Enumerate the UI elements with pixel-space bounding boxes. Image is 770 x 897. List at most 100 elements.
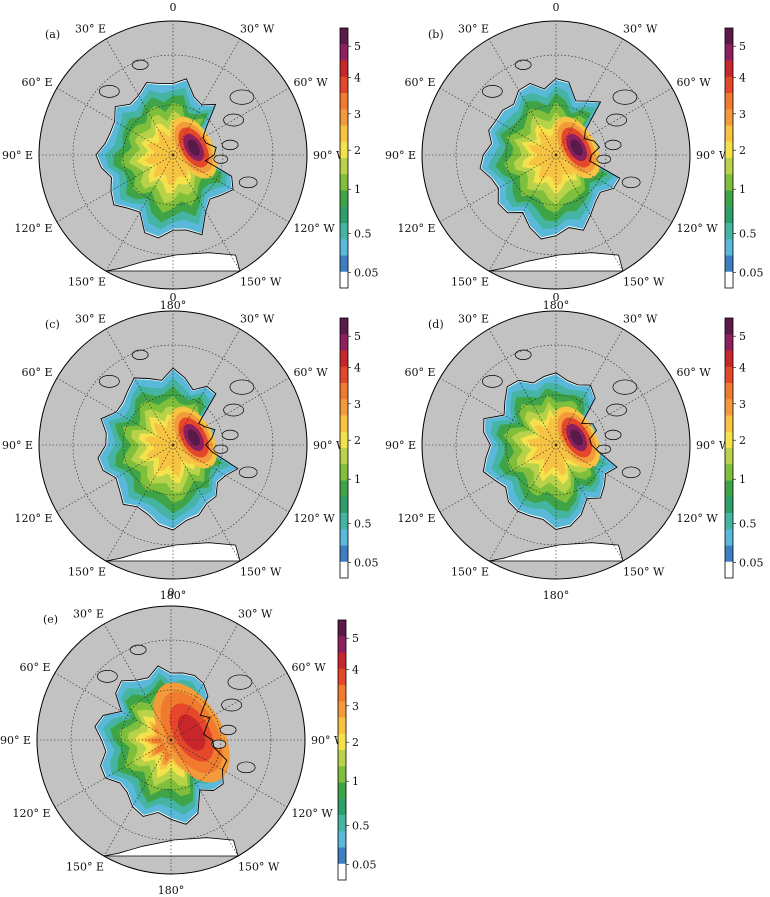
longitude-label: 0: [170, 1, 177, 14]
longitude-label: 150° E: [68, 275, 106, 288]
colorbar-tick-label: 2: [739, 144, 746, 157]
colorbar-tick-label: 5: [352, 632, 359, 645]
colorbar-tick-label: 2: [739, 434, 746, 447]
colorbar: 5 4 3 2 1 0.5 0.05: [337, 619, 377, 881]
colorbar-swatch: [340, 44, 348, 61]
colorbar-swatch: [338, 782, 346, 800]
colorbar-swatch: [725, 158, 733, 175]
longitude-label: 60° E: [22, 76, 53, 89]
colorbar-swatch: [340, 271, 348, 289]
colorbar-swatch: [338, 863, 346, 881]
map-border: [36, 605, 306, 875]
meridian-line: [103, 739, 172, 857]
meridian-line: [555, 444, 624, 562]
colorbar-tick-label: 0.05: [352, 858, 377, 871]
colorbar-swatch: [725, 141, 733, 159]
colorbar-swatch: [340, 448, 348, 465]
longitude-label: 30° W: [623, 313, 658, 326]
longitude-label: 180°: [543, 589, 570, 602]
colorbar-swatch: [338, 766, 346, 783]
colorbar-swatch: [340, 513, 348, 530]
colorbar-swatch: [340, 28, 348, 45]
meridian-line: [172, 377, 290, 446]
colorbar-swatch: [340, 480, 348, 498]
colorbar-swatch: [725, 93, 733, 110]
meridian-line: [488, 38, 557, 156]
colorbar-swatch: [338, 652, 346, 670]
colorbar-tick-label: 1: [739, 183, 746, 196]
longitude-label: 60° E: [20, 661, 51, 674]
colorbar-swatch: [340, 190, 348, 208]
colorbar-swatch: [725, 76, 733, 94]
longitude-label: 120° E: [398, 222, 436, 235]
longitude-label: 150° W: [240, 275, 282, 288]
meridian-line: [555, 87, 673, 156]
colorbar: 5 4 3 2 1 0.5 0.05: [724, 27, 764, 289]
longitude-label: 30° W: [240, 23, 275, 36]
colorbar-swatch: [338, 620, 346, 637]
colorbar-swatch: [340, 318, 348, 335]
meridian-line: [488, 328, 557, 446]
longitude-label: 120° E: [13, 807, 51, 820]
colorbar-swatch: [340, 255, 348, 273]
latitude-circle: [120, 689, 222, 791]
latitude-circle: [122, 394, 224, 496]
colorbar-tick-label: 2: [354, 434, 361, 447]
colorbar-tick-label: 4: [739, 71, 746, 84]
colorbar-swatch: [725, 318, 733, 335]
panel-label: (e): [43, 613, 58, 626]
longitude-label: 90° W: [311, 734, 346, 747]
meridian-line: [172, 328, 241, 446]
colorbar-tick-label: 4: [354, 361, 361, 374]
meridian-line: [105, 328, 174, 446]
meridian-line: [170, 672, 288, 741]
longitude-label: 150° E: [451, 275, 489, 288]
longitude-label: 90° E: [385, 149, 416, 162]
meridian-line: [439, 154, 557, 223]
longitude-label: 120° E: [15, 512, 53, 525]
longitude-label: 60° W: [293, 76, 328, 89]
colorbar-swatch: [338, 685, 346, 702]
colorbar-swatch: [340, 158, 348, 175]
latitude-circle: [505, 104, 607, 206]
longitude-label: 0: [170, 291, 177, 304]
colorbar-swatch: [725, 109, 733, 126]
meridian-line: [555, 154, 624, 272]
meridian-line: [555, 328, 624, 446]
colorbar-swatch: [340, 431, 348, 449]
colorbar-tick-label: 4: [352, 663, 359, 676]
colorbar-tick-label: 0.5: [739, 517, 757, 530]
colorbar-swatch: [340, 383, 348, 400]
colorbar-swatch: [725, 60, 733, 78]
meridian-line: [555, 377, 673, 446]
longitude-label: 120° W: [293, 222, 335, 235]
colorbar-swatch: [340, 496, 348, 514]
colorbar-swatch: [340, 141, 348, 159]
colorbar-tick-label: 0.05: [739, 556, 764, 569]
colorbar-swatch: [338, 750, 346, 767]
longitude-label: 90° E: [0, 734, 31, 747]
colorbar-swatch: [725, 271, 733, 289]
colorbar-swatch: [725, 480, 733, 498]
colorbar-tick-label: 3: [739, 108, 746, 121]
colorbar-swatch: [725, 334, 733, 351]
colorbar-swatch: [725, 529, 733, 546]
colorbar: 5 4 3 2 1 0.5 0.05: [339, 317, 379, 579]
meridian-line: [170, 739, 288, 808]
colorbar-tick-label: 3: [354, 108, 361, 121]
colorbar-swatch: [725, 28, 733, 45]
colorbar: 5 4 3 2 1 0.5 0.05: [724, 317, 764, 579]
longitude-label: 0: [553, 1, 560, 14]
longitude-label: 120° E: [15, 222, 53, 235]
panel-label: (d): [428, 318, 444, 331]
longitude-label: 150° W: [623, 565, 665, 578]
colorbar-swatch: [340, 93, 348, 110]
colorbar-swatch: [338, 847, 346, 865]
meridian-line: [439, 377, 557, 446]
colorbar-swatch: [340, 415, 348, 433]
